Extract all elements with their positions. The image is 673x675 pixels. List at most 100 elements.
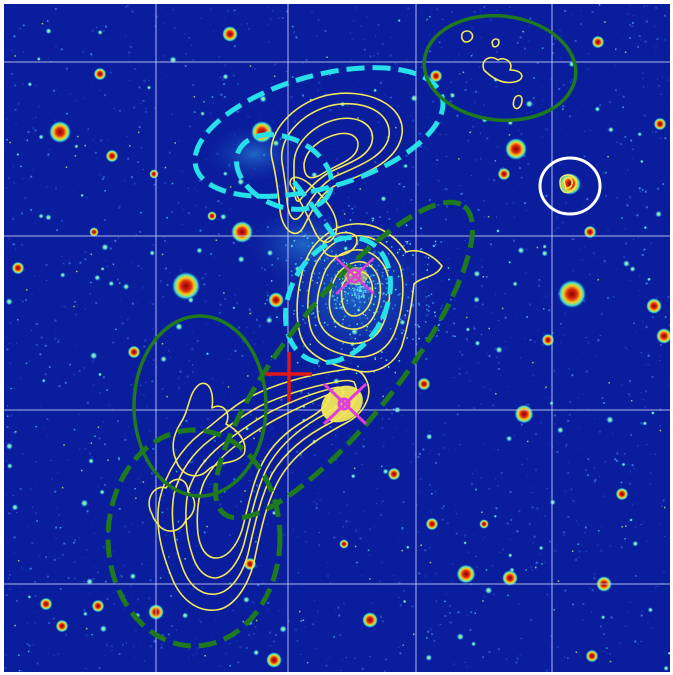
noise-pixel (476, 497, 478, 499)
noise-pixel (79, 261, 82, 264)
noise-pixel (174, 297, 176, 299)
noise-pixel (327, 562, 329, 563)
noise-pixel (235, 249, 238, 252)
faint-star (129, 572, 137, 580)
contour-line (172, 382, 246, 477)
noise-pixel (311, 242, 314, 244)
noise-pixel (55, 4, 57, 6)
noise-pixel (250, 311, 253, 314)
noise-pixel (385, 278, 387, 281)
noise-pixel (105, 38, 108, 41)
noise-pixel (524, 202, 527, 205)
noise-pixel (184, 64, 187, 67)
noise-pixel (475, 158, 478, 161)
noise-pixel (234, 430, 236, 433)
noise-pixel (96, 271, 98, 273)
noise-pixel (33, 504, 35, 506)
noise-pixel (468, 379, 471, 382)
noise-pixel (168, 350, 170, 352)
noise-pixel (615, 89, 617, 92)
noise-pixel (369, 55, 372, 58)
noise-pixel (429, 431, 431, 432)
noise-pixel (594, 570, 596, 572)
noise-pixel (418, 572, 421, 575)
noise-pixel (369, 330, 372, 332)
noise-pixel (196, 91, 199, 93)
noise-pixel (73, 327, 76, 330)
noise-pixel (368, 297, 370, 300)
center-cross (266, 352, 312, 402)
noise-pixel (359, 296, 361, 298)
noise-pixel (34, 512, 37, 515)
noise-pixel (628, 37, 631, 40)
faint-star (5, 442, 14, 450)
noise-pixel (440, 241, 443, 244)
noise-pixel (578, 333, 580, 335)
noise-pixel (88, 452, 91, 455)
noise-pixel (380, 160, 382, 162)
noise-pixel (247, 115, 249, 117)
noise-pixel (184, 669, 186, 671)
noise-pixel (134, 487, 136, 490)
contour-line (460, 30, 474, 43)
noise-pixel (534, 565, 537, 568)
noise-pixel (465, 426, 467, 428)
noise-pixel (203, 531, 206, 534)
noise-pixel (536, 61, 539, 64)
noise-pixel (36, 662, 39, 665)
noise-pixel (251, 623, 254, 626)
noise-pixel (362, 291, 365, 293)
noise-pixel (641, 422, 644, 425)
noise-pixel (626, 168, 629, 171)
noise-pixel (192, 654, 195, 657)
noise-pixel (363, 287, 366, 289)
noise-pixel (409, 461, 412, 464)
noise-pixel (506, 412, 508, 414)
noise-pixel (611, 343, 613, 344)
noise-pixel (273, 75, 276, 77)
contour-line (296, 223, 443, 373)
faint-star (637, 131, 643, 137)
noise-pixel (646, 5, 648, 7)
noise-pixel (621, 526, 623, 528)
noise-pixel (489, 20, 491, 21)
noise-pixel (444, 477, 446, 479)
noise-pixel (138, 126, 141, 129)
noise-pixel (74, 313, 77, 316)
noise-pixel (188, 656, 190, 658)
noise-pixel (354, 293, 357, 295)
noise-pixel (77, 304, 78, 306)
noise-pixel (543, 308, 545, 310)
noise-pixel (465, 338, 468, 341)
noise-pixel (290, 96, 293, 99)
noise-pixel (42, 144, 44, 146)
noise-pixel (283, 41, 285, 43)
noise-pixel (183, 32, 186, 35)
noise-pixel (99, 216, 102, 219)
noise-pixel (28, 644, 31, 647)
noise-pixel (367, 291, 369, 293)
noise-pixel (21, 153, 24, 156)
noise-pixel (593, 467, 595, 469)
noise-pixel (60, 48, 63, 51)
noise-pixel (84, 251, 87, 253)
noise-pixel (211, 636, 214, 639)
noise-pixel (653, 45, 656, 48)
noise-pixel (436, 179, 438, 181)
noise-pixel (21, 243, 24, 246)
noise-pixel (506, 162, 507, 164)
noise-pixel (398, 294, 400, 296)
noise-pixel (362, 438, 365, 441)
noise-pixel (498, 272, 501, 275)
noise-pixel (525, 403, 527, 405)
noise-pixel (427, 630, 430, 633)
noise-pixel (35, 483, 38, 486)
noise-pixel (12, 494, 14, 496)
noise-pixel (127, 55, 129, 57)
noise-pixel (192, 371, 194, 374)
noise-pixel (396, 208, 399, 211)
noise-pixel (609, 545, 611, 547)
noise-pixel (138, 86, 141, 89)
noise-pixel (353, 291, 356, 293)
noise-pixel (562, 108, 564, 110)
